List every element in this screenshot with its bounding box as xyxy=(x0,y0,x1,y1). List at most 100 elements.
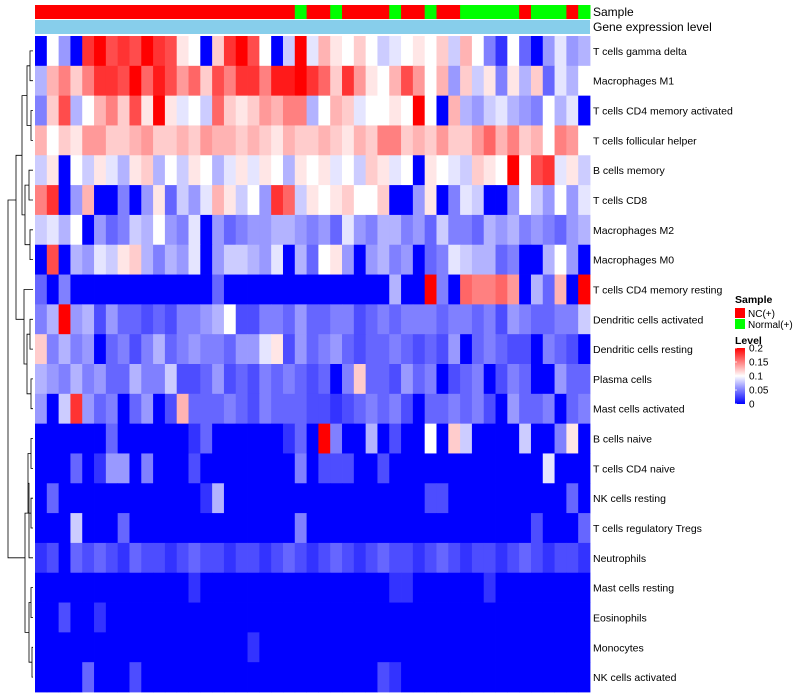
heatmap-cell xyxy=(58,155,71,186)
heatmap-cell xyxy=(495,185,508,216)
heatmap-cell xyxy=(200,453,213,484)
heatmap-cell xyxy=(94,662,107,693)
heatmap-cell xyxy=(566,274,579,305)
heatmap-cell xyxy=(271,185,284,216)
heatmap-cell xyxy=(542,334,555,365)
row-label: Monocytes xyxy=(593,642,644,654)
heatmap-cell xyxy=(212,244,225,275)
heatmap-cell xyxy=(188,483,201,514)
row-label: B cells naive xyxy=(593,434,652,446)
heatmap-cell xyxy=(212,602,225,633)
heatmap-cell xyxy=(82,572,95,603)
heatmap-cell xyxy=(282,453,296,484)
heatmap-cell xyxy=(294,632,307,663)
heatmap-cell xyxy=(235,334,248,365)
heatmap-cell xyxy=(141,244,154,275)
heatmap-cell xyxy=(235,483,248,514)
heatmap-cell xyxy=(82,632,95,663)
heatmap-cell xyxy=(460,602,473,633)
heatmap-cell xyxy=(471,513,485,544)
heatmap-cell xyxy=(318,453,331,484)
heatmap-cell xyxy=(483,334,496,365)
sample-annotation-cell xyxy=(365,5,378,19)
heatmap-cell xyxy=(401,572,414,603)
heatmap-cell xyxy=(153,155,166,186)
heatmap-cell xyxy=(554,632,567,663)
heatmap-cell xyxy=(389,185,402,216)
heatmap-cell xyxy=(223,36,237,67)
heatmap-cell xyxy=(82,185,95,216)
heatmap-cell xyxy=(342,65,355,97)
heatmap-cell xyxy=(554,483,567,514)
heatmap-cell xyxy=(365,244,378,275)
heatmap-cell xyxy=(94,155,107,186)
heatmap-cell xyxy=(578,304,591,335)
heatmap-cell xyxy=(117,125,130,156)
heatmap-cell xyxy=(306,662,319,693)
heatmap-cell xyxy=(377,244,390,275)
heatmap-cell xyxy=(448,274,461,305)
heatmap-cell xyxy=(200,65,213,97)
heatmap-cell xyxy=(306,393,319,425)
heatmap-cell xyxy=(164,483,178,514)
heatmap-cell xyxy=(35,95,48,126)
heatmap-cell xyxy=(471,632,485,663)
legend: Sample NC(+) Normal(+) Level 0.20.150.10… xyxy=(735,294,793,411)
heatmap-cell xyxy=(377,542,390,574)
heatmap-cell xyxy=(176,185,189,216)
heatmap-cell xyxy=(46,364,60,395)
heatmap-cell xyxy=(306,334,319,365)
heatmap-cell xyxy=(223,95,237,126)
heatmap-cell xyxy=(212,542,225,574)
heatmap-cell xyxy=(223,274,237,305)
heatmap-cell xyxy=(483,393,496,425)
heatmap-cell xyxy=(318,542,331,574)
heatmap-cell xyxy=(141,602,154,633)
heatmap-cell xyxy=(247,364,260,395)
heatmap-cell xyxy=(129,602,142,633)
heatmap-cell xyxy=(578,65,591,97)
heatmap-cell xyxy=(35,125,48,156)
heatmap-cell xyxy=(460,423,473,454)
heatmap-cell xyxy=(306,364,319,395)
heatmap-cell xyxy=(105,155,119,186)
heatmap-cell xyxy=(282,662,296,693)
heatmap-cell xyxy=(259,393,272,425)
heatmap-cell xyxy=(129,393,142,425)
heatmap-cell xyxy=(153,334,166,365)
heatmap-cell xyxy=(117,453,130,484)
heatmap-cell xyxy=(94,334,107,365)
heatmap-cell xyxy=(483,632,496,663)
heatmap-cell xyxy=(259,483,272,514)
heatmap-cell xyxy=(70,662,83,693)
heatmap-cell xyxy=(164,185,178,216)
heatmap-cell xyxy=(389,36,402,67)
heatmap-cell xyxy=(247,602,260,633)
heatmap-cell xyxy=(188,572,201,603)
heatmap-cell xyxy=(330,483,343,514)
sample-annotation-cell xyxy=(483,5,497,19)
heatmap-cell xyxy=(247,662,260,693)
heatmap-cell xyxy=(342,453,355,484)
heatmap-cell xyxy=(70,483,83,514)
heatmap-cell xyxy=(377,453,390,484)
heatmap-cell xyxy=(153,453,166,484)
heatmap-cell xyxy=(448,632,461,663)
heatmap-cell xyxy=(353,572,367,603)
row-label: Plasma cells xyxy=(593,374,652,386)
heatmap-cell xyxy=(141,65,154,97)
heatmap-cell xyxy=(578,602,591,633)
heatmap-cell xyxy=(318,602,331,633)
heatmap-cell xyxy=(519,95,532,126)
heatmap-cell xyxy=(519,244,532,275)
heatmap-cell xyxy=(578,125,591,156)
heatmap-cell xyxy=(200,334,213,365)
heatmap-cell xyxy=(460,65,473,97)
dendrogram-branch xyxy=(23,289,33,365)
heatmap-cell xyxy=(141,36,154,67)
heatmap-cell xyxy=(235,274,248,305)
heatmap-cell xyxy=(282,364,296,395)
row-labels: T cells gamma delta Macrophages M1 T cells… xyxy=(593,46,733,684)
heatmap-cell xyxy=(448,393,461,425)
heatmap-cell xyxy=(318,244,331,275)
